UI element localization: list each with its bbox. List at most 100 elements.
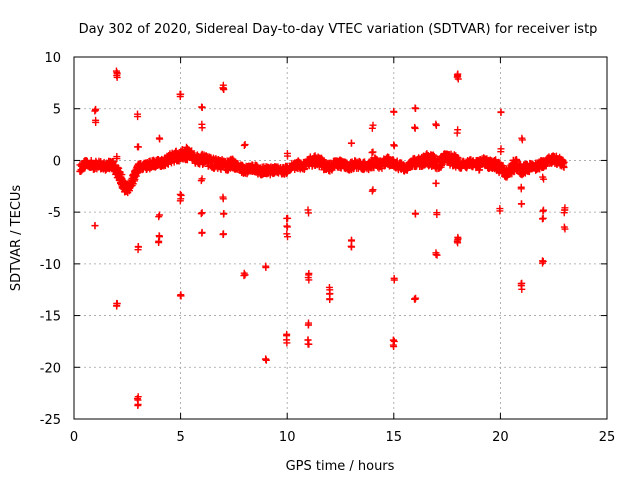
data-point <box>432 179 440 187</box>
data-point <box>325 283 333 291</box>
data-point <box>369 121 377 129</box>
data-point <box>411 104 419 112</box>
y-axis-label: SDTVAR / TECUs <box>9 185 24 292</box>
data-point <box>156 135 164 143</box>
data-point <box>134 401 142 409</box>
data-point <box>183 143 191 151</box>
data-point <box>438 161 446 169</box>
data-point <box>497 108 505 116</box>
data-point <box>134 143 142 151</box>
data-point <box>390 142 398 150</box>
data-point <box>176 197 184 205</box>
data-point <box>412 294 420 302</box>
data-point <box>92 116 100 124</box>
x-tick-label: 25 <box>599 430 616 445</box>
data-point <box>284 233 292 241</box>
data-point <box>389 341 397 349</box>
data-point <box>433 251 441 259</box>
data-point <box>368 187 376 195</box>
data-point <box>429 151 437 159</box>
data-point <box>262 264 270 272</box>
data-points <box>76 67 569 410</box>
data-point <box>198 103 206 111</box>
data-point <box>539 206 547 214</box>
data-point <box>241 141 249 149</box>
data-point <box>262 356 270 364</box>
data-point <box>560 209 568 217</box>
data-point <box>390 108 398 116</box>
data-point <box>517 200 525 208</box>
data-point <box>198 209 206 217</box>
data-point <box>121 177 129 185</box>
data-point <box>113 72 121 80</box>
data-point <box>240 272 248 280</box>
x-tick-label: 5 <box>176 430 184 445</box>
data-point <box>326 295 334 303</box>
data-point <box>134 246 142 254</box>
data-point <box>496 207 504 215</box>
plot-frame <box>73 56 608 420</box>
x-tick-label: 10 <box>279 430 296 445</box>
data-point <box>183 145 191 153</box>
data-point <box>497 148 505 156</box>
x-tick-label: 0 <box>70 430 78 445</box>
data-point <box>176 292 184 300</box>
data-point <box>92 106 100 114</box>
data-point <box>453 129 461 137</box>
chart-title: Day 302 of 2020, Sidereal Day-to-day VTE… <box>79 22 598 37</box>
data-point <box>91 222 99 230</box>
x-tick-label: 20 <box>492 430 509 445</box>
data-point <box>518 136 526 144</box>
data-point <box>305 276 313 284</box>
data-point <box>219 195 227 203</box>
y-tick-label: -10 <box>40 258 61 273</box>
data-point <box>503 173 511 181</box>
y-tick-label: -25 <box>40 413 61 428</box>
data-point <box>113 153 121 161</box>
data-point <box>538 257 546 265</box>
data-point <box>348 243 356 251</box>
data-point <box>198 228 206 236</box>
data-point <box>539 214 547 222</box>
data-point <box>305 319 313 327</box>
data-point <box>155 211 163 219</box>
data-point <box>412 210 420 218</box>
data-point <box>517 183 525 191</box>
data-point <box>453 238 461 246</box>
x-tick-labels: 0 5 10 15 20 25 <box>70 430 615 445</box>
y-tick-label: -20 <box>40 361 61 376</box>
data-point <box>390 274 398 282</box>
y-tick-label: 5 <box>53 103 61 118</box>
data-point <box>347 139 355 147</box>
data-point <box>220 209 228 217</box>
y-tick-labels: -25 -20 -15 -10 -5 0 5 10 <box>40 51 61 428</box>
data-point <box>432 121 440 129</box>
y-tick-label: -15 <box>40 310 61 325</box>
data-point <box>560 158 568 166</box>
data-point <box>113 300 121 308</box>
y-tick-label: 0 <box>53 154 61 169</box>
axis-ticks <box>73 56 608 420</box>
x-tick-label: 15 <box>386 430 403 445</box>
data-point <box>539 257 547 265</box>
data-point <box>283 214 291 222</box>
data-point <box>219 84 227 92</box>
data-point <box>540 175 548 183</box>
data-point <box>517 282 525 290</box>
data-point <box>284 152 292 160</box>
x-axis-label: GPS time / hours <box>286 459 395 474</box>
data-point <box>155 239 163 247</box>
data-point <box>155 233 163 241</box>
y-tick-label: -5 <box>48 206 61 221</box>
data-point <box>219 230 227 238</box>
data-point <box>304 340 312 348</box>
data-point <box>453 73 461 81</box>
data-point <box>454 154 462 162</box>
data-point <box>198 175 206 183</box>
data-point <box>241 271 249 279</box>
data-point <box>304 206 312 214</box>
data-point <box>283 223 291 231</box>
data-point <box>561 225 569 233</box>
